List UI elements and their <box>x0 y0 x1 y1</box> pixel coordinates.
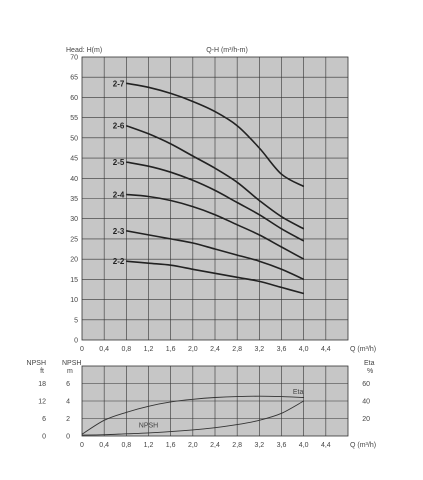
qh-curves: 2-7 2-6 2-5 2-4 2-3 2-2 <box>113 79 305 295</box>
qh-y-tick-label: 30 <box>70 216 78 223</box>
npsh-x-tick-label: 0 <box>80 442 84 449</box>
qh-chart-title: Q-H (m³/h-m) <box>206 47 248 54</box>
qh-y-tick-label: 55 <box>70 115 78 122</box>
eta-tick-labels: 20 40 60 <box>362 381 370 423</box>
qh-curve-label-2-6: 2-6 <box>113 122 125 131</box>
qh-y-tick-label: 10 <box>70 297 78 304</box>
qh-y-tick-label: 0 <box>74 338 78 345</box>
npsh-x-axis-label: Q (m³/h) <box>350 442 376 449</box>
qh-x-tick-label: 1,2 <box>144 346 154 353</box>
npsh-x-tick-label: 0,8 <box>121 442 131 449</box>
qh-y-axis-label: Head: H(m) <box>66 47 102 54</box>
qh-y-tick-label: 35 <box>70 196 78 203</box>
eta-tick-label: 40 <box>362 399 370 406</box>
npsh-m-axis-label: NPSH <box>62 360 81 367</box>
npsh-ft-tick-label: 18 <box>38 381 46 388</box>
qh-y-tick-label: 15 <box>70 277 78 284</box>
qh-x-tick-label: 2,0 <box>188 346 198 353</box>
npsh-ft-axis-unit: ft <box>40 368 44 375</box>
eta-tick-label: 60 <box>362 381 370 388</box>
eta-axis-unit: % <box>367 368 373 375</box>
curve-label-eta: Eta <box>293 389 304 396</box>
npsh-ft-tick-label: 6 <box>42 416 46 423</box>
qh-y-tick-label: 70 <box>70 55 78 62</box>
qh-y-tick-label: 60 <box>70 95 78 102</box>
qh-curve-2-5 <box>126 161 305 242</box>
qh-curve-2-4 <box>126 193 305 260</box>
qh-grid <box>82 57 348 340</box>
qh-curve-2-2 <box>126 260 304 295</box>
npsh-x-tick-label: 1,6 <box>166 442 176 449</box>
qh-curve-2-3 <box>126 230 305 281</box>
qh-y-tick-label: 50 <box>70 135 78 142</box>
qh-y-tick-label: 5 <box>74 317 78 324</box>
qh-curve-2-6 <box>126 124 305 230</box>
npsh-m-tick-label: 4 <box>66 399 70 406</box>
qh-x-tick-label: 3,2 <box>254 346 264 353</box>
npsh-m-tick-labels: 0 2 4 6 <box>66 381 70 441</box>
npsh-x-tick-label: 4,0 <box>299 442 309 449</box>
npsh-ft-tick-labels: 0 6 12 18 <box>38 381 46 441</box>
curve-npsh <box>81 400 304 436</box>
qh-y-tick-labels: 0 5 10 15 20 25 30 35 40 45 50 55 60 65 70 <box>70 55 78 345</box>
eta-axis-label: Eta <box>364 360 375 367</box>
npsh-m-tick-label: 6 <box>66 381 70 388</box>
npsh-x-tick-label: 2,8 <box>232 442 242 449</box>
qh-x-tick-label: 3,6 <box>277 346 287 353</box>
qh-x-tick-label: 2,8 <box>232 346 242 353</box>
npsh-ft-tick-label: 12 <box>38 399 46 406</box>
npsh-x-tick-label: 2,0 <box>188 442 198 449</box>
qh-x-axis-label: Q (m³/h) <box>350 346 376 353</box>
npsh-ft-axis-label: NPSH <box>27 360 46 367</box>
npsh-x-tick-label: 1,2 <box>144 442 154 449</box>
qh-y-tick-label: 45 <box>70 156 78 163</box>
qh-curve-label-2-3: 2-3 <box>113 227 125 236</box>
qh-x-tick-label: 0,4 <box>99 346 109 353</box>
qh-x-tick-label: 4,0 <box>299 346 309 353</box>
npsh-ft-tick-label: 0 <box>42 434 46 441</box>
qh-curve-label-2-7: 2-7 <box>113 79 125 88</box>
qh-y-tick-label: 20 <box>70 257 78 264</box>
npsh-x-tick-label: 3,2 <box>254 442 264 449</box>
qh-y-tick-label: 40 <box>70 176 78 183</box>
qh-curve-2-7 <box>126 82 305 188</box>
npsh-x-tick-label: 0,4 <box>99 442 109 449</box>
qh-x-tick-labels: 0 0,4 0,8 1,2 1,6 2,0 2,4 2,8 3,2 3,6 4,0 4,4 <box>80 346 331 353</box>
npsh-m-tick-label: 0 <box>66 434 70 441</box>
qh-curve-label-2-5: 2-5 <box>113 158 125 167</box>
npsh-eta-chart-panel: Eta NPSH 0 0,4 0,8 1,2 1,6 2,0 2,4 2,8 3,2 3,6 4,0 4… <box>27 360 377 449</box>
qh-chart-panel: 2-7 2-6 2-5 2-4 2-3 2-2 0 0,4 0,8 1,2 1,6 2,0 2,4 2,… <box>66 47 376 353</box>
qh-curve-label-2-2: 2-2 <box>113 257 125 266</box>
curve-label-npsh: NPSH <box>139 422 158 429</box>
qh-x-tick-label: 2,4 <box>210 346 220 353</box>
qh-curve-label-2-4: 2-4 <box>113 190 125 199</box>
npsh-x-tick-labels: 0 0,4 0,8 1,2 1,6 2,0 2,4 2,8 3,2 3,6 4,0 4,4 <box>80 442 331 449</box>
npsh-x-tick-label: 3,6 <box>277 442 287 449</box>
npsh-m-axis-unit: m <box>67 368 73 375</box>
npsh-eta-curves: Eta NPSH <box>81 389 304 436</box>
npsh-x-tick-label: 4,4 <box>321 442 331 449</box>
qh-x-tick-label: 1,6 <box>166 346 176 353</box>
qh-x-tick-label: 0 <box>80 346 84 353</box>
npsh-x-tick-label: 2,4 <box>210 442 220 449</box>
qh-y-tick-label: 65 <box>70 75 78 82</box>
curve-eta <box>81 395 304 435</box>
qh-x-tick-label: 4,4 <box>321 346 331 353</box>
eta-tick-label: 20 <box>362 416 370 423</box>
qh-x-tick-label: 0,8 <box>121 346 131 353</box>
qh-y-tick-label: 25 <box>70 236 78 243</box>
npsh-m-tick-label: 2 <box>66 416 70 423</box>
